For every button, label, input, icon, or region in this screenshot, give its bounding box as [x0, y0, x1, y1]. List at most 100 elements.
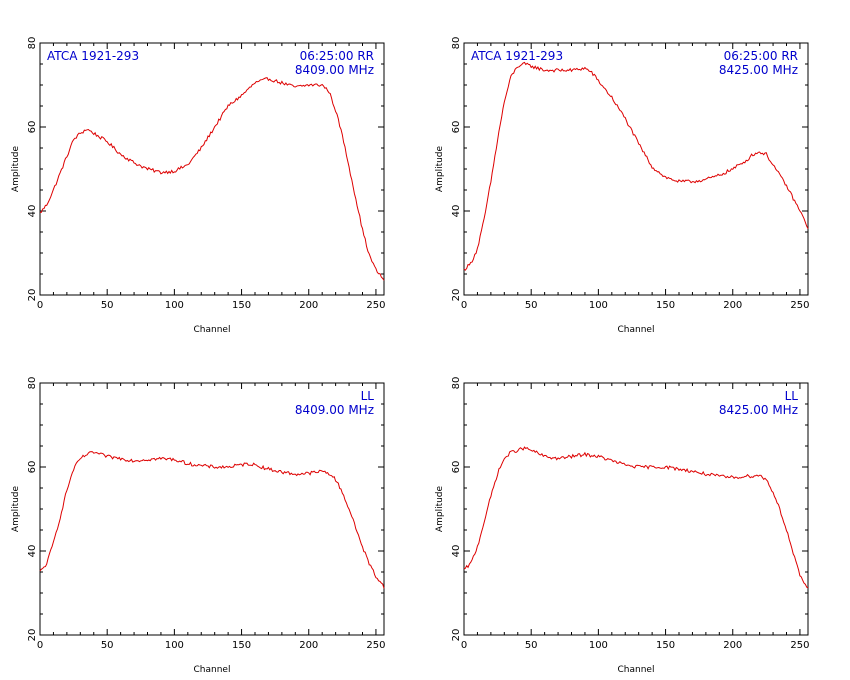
- data-point: [201, 465, 202, 466]
- y-tick-label: 60: [451, 461, 462, 474]
- data-point: [692, 181, 693, 182]
- y-axis-label: Amplitude: [11, 485, 21, 532]
- data-point: [705, 179, 706, 180]
- x-axis-label: Channel: [194, 325, 231, 335]
- data-point: [611, 97, 612, 98]
- data-point: [328, 473, 329, 474]
- y-tick-label: 40: [27, 545, 38, 558]
- data-point: [584, 454, 585, 455]
- data-point: [228, 105, 229, 106]
- data-point: [732, 477, 733, 478]
- time-polarization-label: 06:25:00 RR: [300, 49, 374, 63]
- x-tick-label: 50: [525, 640, 538, 651]
- source-label: ATCA 1921-293: [47, 49, 139, 63]
- data-point: [322, 84, 323, 85]
- data-point: [335, 479, 336, 480]
- data-point: [214, 466, 215, 467]
- data-point: [268, 78, 269, 79]
- y-tick-label: 60: [27, 461, 38, 474]
- data-point: [375, 576, 376, 577]
- data-point: [228, 466, 229, 467]
- x-tick-label: 250: [366, 300, 385, 311]
- plot-frame: [463, 42, 809, 296]
- data-point: [652, 466, 653, 467]
- x-tick-label: 50: [101, 300, 114, 311]
- x-axis-label: Channel: [618, 325, 655, 335]
- data-point: [692, 471, 693, 472]
- data-point: [93, 452, 94, 453]
- data-point: [308, 473, 309, 474]
- data-point: [665, 177, 666, 178]
- y-tick-label: 40: [451, 205, 462, 218]
- data-point: [375, 269, 376, 270]
- data-point: [807, 227, 808, 228]
- data-point: [746, 476, 747, 477]
- data-point: [295, 87, 296, 88]
- data-point: [719, 476, 720, 477]
- data-point: [497, 473, 498, 474]
- amplitude-spectrum-line: [39, 451, 385, 589]
- data-point: [705, 474, 706, 475]
- data-point: [147, 168, 148, 169]
- data-point: [383, 586, 384, 587]
- data-point: [214, 126, 215, 127]
- x-tick-label: 150: [232, 640, 251, 651]
- y-tick-label: 80: [27, 377, 38, 390]
- x-tick-label: 250: [366, 640, 385, 651]
- data-point: [348, 508, 349, 509]
- data-point: [107, 141, 108, 142]
- data-point: [510, 76, 511, 77]
- data-point: [571, 456, 572, 457]
- data-point: [557, 70, 558, 71]
- data-point: [281, 471, 282, 472]
- data-point: [86, 129, 87, 130]
- data-point: [308, 84, 309, 85]
- data-point: [133, 460, 134, 461]
- y-axis-label: Amplitude: [435, 485, 445, 532]
- data-point: [201, 147, 202, 148]
- frequency-label: 8425.00 MHz: [719, 403, 798, 417]
- data-point: [799, 576, 800, 577]
- data-point: [281, 82, 282, 83]
- y-tick-label: 60: [27, 121, 38, 134]
- x-axis-label: Channel: [618, 665, 655, 675]
- y-axis-label: Amplitude: [11, 145, 21, 192]
- data-point: [625, 464, 626, 465]
- data-point: [470, 563, 471, 564]
- y-tick-label: 40: [451, 545, 462, 558]
- x-tick-label: 0: [461, 300, 467, 311]
- data-point: [786, 185, 787, 186]
- data-point: [463, 269, 464, 270]
- data-point: [160, 458, 161, 459]
- data-point: [732, 168, 733, 169]
- data-point: [752, 154, 753, 155]
- data-point: [678, 469, 679, 470]
- x-tick-label: 100: [165, 300, 184, 311]
- data-point: [248, 463, 249, 464]
- panel-bottom-left: 0 50 100 150 200 250 20 40 60 80 Channel Amplitude L…: [11, 377, 385, 675]
- data-point: [531, 66, 532, 67]
- amplitude-spectrum-line: [463, 61, 809, 271]
- frequency-label: 8425.00 MHz: [719, 63, 798, 77]
- data-point: [571, 70, 572, 71]
- plot-frame: [39, 42, 385, 296]
- y-tick-label: 20: [451, 629, 462, 642]
- data-point: [772, 492, 773, 493]
- time-polarization-label: LL: [785, 389, 799, 403]
- y-tick-label: 20: [451, 289, 462, 302]
- x-tick-label: 200: [299, 300, 318, 311]
- data-point: [746, 160, 747, 161]
- data-point: [759, 152, 760, 153]
- data-point: [254, 82, 255, 83]
- data-point: [362, 546, 363, 547]
- y-tick-label: 80: [27, 37, 38, 50]
- data-point: [53, 189, 54, 190]
- data-point: [369, 563, 370, 564]
- data-point: [759, 475, 760, 476]
- data-point: [544, 70, 545, 71]
- data-point: [335, 110, 336, 111]
- x-axis-label: Channel: [194, 665, 231, 675]
- data-point: [477, 248, 478, 249]
- data-point: [369, 255, 370, 256]
